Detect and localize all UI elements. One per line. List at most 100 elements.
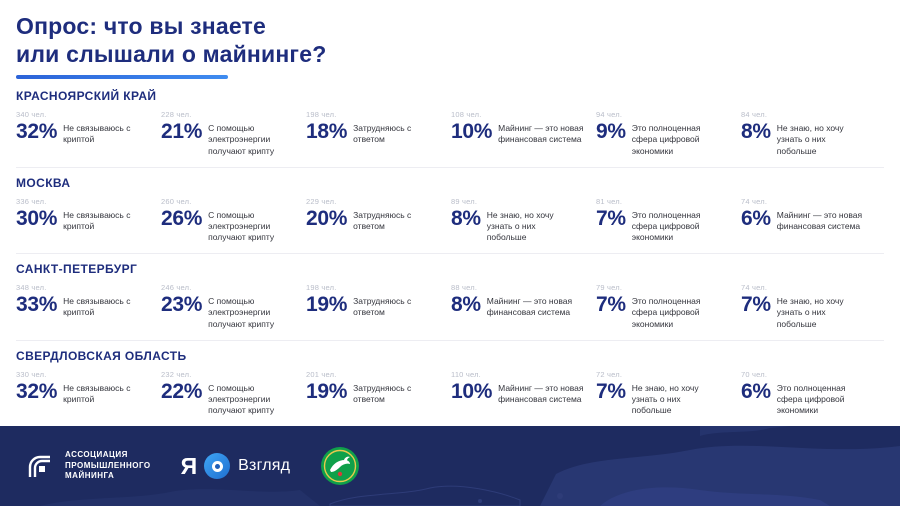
percent-value: 7% [596,379,626,403]
percent-value: 20% [306,206,348,230]
stat-item: 232 чел. 22% С помощью электроэнергии пол… [161,370,306,417]
respondent-count: 81 чел. [596,196,623,206]
respondent-count: 108 чел. [451,110,482,120]
answer-label: Майнинг — это новая финансовая система [498,123,584,145]
stats-row: 340 чел. 32% Не связываюсь с криптой 228 … [16,110,884,157]
percent-value: 18% [306,120,348,144]
respondent-count: 74 чел. [741,283,768,293]
stat-item: 336 чел. 30% Не связываюсь с криптой [16,197,161,244]
percent-value: 33% [16,293,58,317]
stats-row: 348 чел. 33% Не связываюсь с криптой 246 … [16,283,884,330]
respondent-count: 340 чел. [16,110,47,120]
percent-value: 21% [161,120,203,144]
tatarstan-emblem-icon [321,447,360,485]
association-line-2: ПРОМЫШЛЕННОГО [65,460,151,470]
respondent-count: 229 чел. [306,196,337,206]
stat-item: 260 чел. 26% С помощью электроэнергии пол… [161,197,306,244]
stat-item: 70 чел. 6% Это полноценная сфера цифровой… [741,370,886,417]
region-section-moscow: МОСКВА 336 чел. 30% Не связываюсь с крипт… [16,166,884,253]
respondent-count: 198 чел. [306,110,337,120]
percent-value: 22% [161,379,203,403]
region-section-sverdlovsk: СВЕРДЛОВСКАЯ ОБЛАСТЬ 330 чел. 32% Не связ… [16,339,886,426]
answer-label: Не связываюсь с криптой [63,209,131,231]
percent-value: 23% [161,293,203,317]
answer-label: Не знаю, но хочу узнать о них побольше [776,123,844,156]
answer-label: Затрудняюсь с ответом [353,296,412,318]
answer-label: Не связываюсь с криптой [63,382,131,404]
title-line-1: Опрос: что вы знаете [16,13,267,39]
vzglyad-label: Взгляд [238,457,291,474]
respondent-count: 84 чел. [741,110,768,120]
region-section-spb: САНКТ-ПЕТЕРБУРГ 348 чел. 33% Не связываюс… [16,253,884,339]
region-title: МОСКВА [16,175,71,190]
answer-label: Не связываюсь с криптой [63,296,131,318]
answer-label: Не знаю, но хочу узнать о них побольше [776,296,844,329]
page-title: Опрос: что вы знаете или слышали о майни… [16,12,884,80]
answer-label: С помощью электроэнергии получают крипту [208,296,275,329]
answer-label: Майнинг — это новая финансовая система [776,209,863,231]
respondent-count: 72 чел. [596,369,623,379]
respondent-count: 260 чел. [161,196,192,206]
percent-value: 7% [596,293,626,317]
respondent-count: 94 чел. [596,110,623,120]
percent-value: 9% [596,120,626,144]
respondent-count: 228 чел. [161,110,192,120]
stat-item: 108 чел. 10% Майнинг — это новая финансов… [451,110,596,157]
percent-value: 8% [741,120,771,144]
stat-item: 81 чел. 7% Это полноценная сфера цифровой… [596,197,741,244]
stat-item: 340 чел. 32% Не связываюсь с криптой [16,110,161,157]
association-line-1: АССОЦИАЦИЯ [65,450,128,460]
respondent-count: 246 чел. [161,283,192,293]
percent-value: 6% [741,206,771,230]
answer-label: Это полноценная сфера цифровой экономики [631,296,701,329]
title-line-2: или слышали о майнинге? [16,41,327,68]
respondent-count: 79 чел. [596,283,623,293]
answer-label: Это полноценная сфера цифровой экономики [631,209,701,243]
region-section-krasnoyarsk: КРАСНОЯРСКИЙ КРАЙ 340 чел. 32% Не связыва… [16,81,884,166]
association-logo-group: АССОЦИАЦИЯ ПРОМЫШЛЕННОГО МАЙНИНГА [26,450,151,481]
percent-value: 7% [596,206,626,230]
answer-label: Это полноценная сфера цифровой экономики [631,123,701,156]
stat-item: 229 чел. 20% Затрудняюсь с ответом [306,197,451,244]
answer-label: Не знаю, но хочу узнать о них побольше [486,209,554,243]
map-background [40,426,900,506]
mining-association-logo-icon [28,455,50,477]
stat-item: 201 чел. 19% Затрудняюсь с ответом [306,370,451,417]
stat-item: 198 чел. 19% Затрудняюсь с ответом [306,283,451,330]
region-title: КРАСНОЯРСКИЙ КРАЙ [16,89,157,104]
association-name: АССОЦИАЦИЯ ПРОМЫШЛЕННОГО МАЙНИНГА [65,450,151,481]
stat-item: 72 чел. 7% Не знаю, но хочу узнать о них … [596,370,741,417]
yandex-vzglyad-logo-group: Я Взгляд [181,453,291,479]
answer-label: Это полноценная сфера цифровой экономики [776,382,846,415]
stat-item: 110 чел. 10% Майнинг — это новая финансов… [451,370,596,417]
stat-item: 89 чел. 8% Не знаю, но хочу узнать о них … [451,197,596,244]
answer-label: С помощью электроэнергии получают крипту [208,123,275,156]
respondent-count: 88 чел. [451,283,478,293]
respondent-count: 348 чел. [16,283,47,293]
respondent-count: 110 чел. [451,369,481,379]
answer-label: Майнинг — это новая финансовая система [486,296,573,318]
percent-value: 10% [451,379,493,403]
tatarstan-emblem-group [320,446,360,486]
answer-label: Затрудняюсь с ответом [353,382,412,404]
percent-value: 30% [16,206,58,230]
stat-item: 348 чел. 33% Не связываюсь с криптой [16,283,161,330]
answer-label: С помощью электроэнергии получают крипту [208,382,275,415]
answer-label: С помощью электроэнергии получают крипту [208,209,275,243]
answer-label: Не знаю, но хочу узнать о них побольше [631,382,699,415]
respondent-count: 74 чел. [741,196,768,206]
yandex-letter: Я [180,452,198,479]
percent-value: 26% [161,206,203,230]
percent-value: 32% [16,379,58,403]
answer-label: Затрудняюсь с ответом [353,209,412,231]
association-line-3: МАЙНИНГА [65,471,115,481]
stat-item: 88 чел. 8% Майнинг — это новая финансовая… [451,283,596,330]
percent-value: 7% [741,293,771,317]
respondent-count: 89 чел. [451,196,478,206]
stat-item: 330 чел. 32% Не связываюсь с криптой [16,370,161,417]
stat-item: 74 чел. 7% Не знаю, но хочу узнать о них … [741,283,886,330]
vzglyad-eye-icon [204,453,231,479]
stat-item: 198 чел. 18% Затрудняюсь с ответом [306,110,451,157]
answer-label: Не связываюсь с криптой [63,123,131,145]
